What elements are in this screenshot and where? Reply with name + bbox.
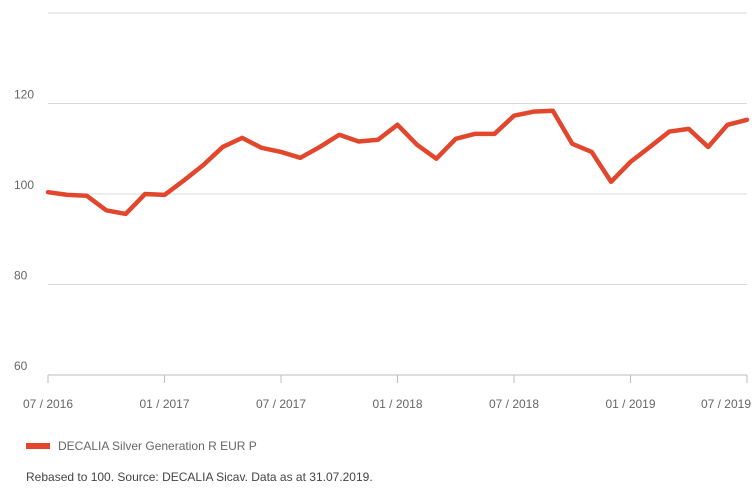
- y-tick-label: 100: [14, 178, 34, 192]
- legend-swatch: [26, 443, 50, 449]
- y-tick-label: 120: [14, 88, 34, 102]
- footnote: Rebased to 100. Source: DECALIA Sicav. D…: [26, 470, 373, 484]
- legend-label: DECALIA Silver Generation R EUR P: [58, 439, 257, 453]
- x-tick-label: 01 / 2019: [605, 397, 655, 411]
- x-tick-label: 01 / 2018: [372, 397, 422, 411]
- x-tick-label: 07 / 2017: [256, 397, 306, 411]
- y-tick-label: 60: [14, 359, 28, 373]
- x-tick-label: 07 / 2018: [489, 397, 539, 411]
- x-tick-label: 01 / 2017: [139, 397, 189, 411]
- y-tick-label: 80: [14, 269, 28, 283]
- x-tick-label: 07 / 2019: [701, 397, 751, 411]
- data-line: [45, 108, 750, 217]
- x-tick-label: 07 / 2016: [23, 397, 73, 411]
